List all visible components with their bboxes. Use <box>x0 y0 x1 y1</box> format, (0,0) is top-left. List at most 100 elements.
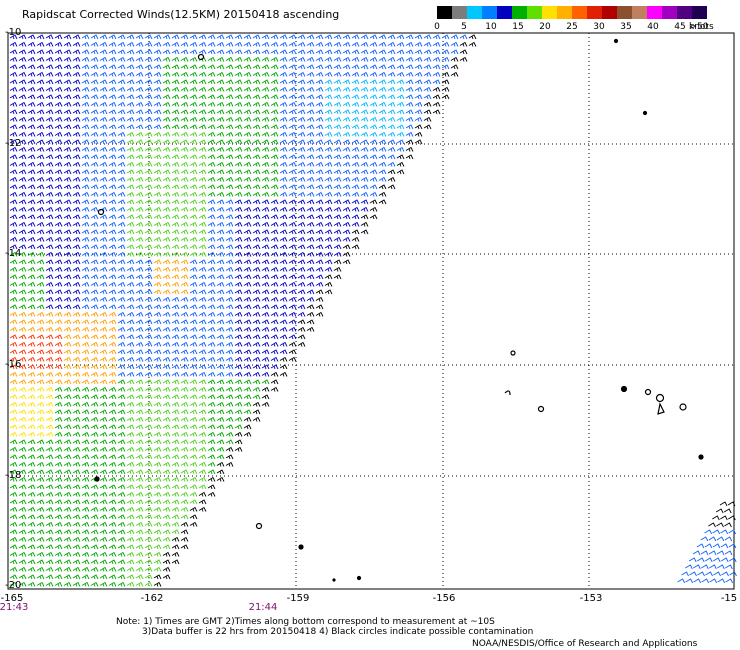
wind-barb <box>144 521 153 527</box>
wind-barb <box>9 356 18 362</box>
wind-barb <box>270 131 279 137</box>
wind-barb <box>288 139 297 145</box>
wind-barb <box>81 371 90 377</box>
wind-barb <box>261 356 270 362</box>
wind-barb <box>36 79 45 85</box>
wind-barb <box>198 229 207 235</box>
wind-barb <box>189 161 198 167</box>
wind-barb <box>342 146 351 152</box>
wind-barb <box>126 124 135 130</box>
wind-barb <box>18 184 27 190</box>
wind-barb <box>297 94 306 100</box>
wind-barb <box>27 41 36 47</box>
wind-barb <box>54 356 63 362</box>
wind-barb <box>171 274 180 280</box>
wind-barb <box>153 116 162 122</box>
wind-barb <box>81 229 90 235</box>
wind-barb <box>171 64 180 70</box>
wind-barb <box>162 454 171 460</box>
wind-barb <box>135 221 144 227</box>
wind-barb <box>108 529 117 535</box>
wind-barb <box>306 86 315 92</box>
wind-barb <box>270 214 279 220</box>
wind-barb <box>81 49 90 55</box>
wind-barb <box>315 41 324 47</box>
wind-barb <box>171 304 180 310</box>
wind-barb <box>144 424 153 430</box>
wind-barb <box>234 94 243 100</box>
wind-barb <box>252 199 261 205</box>
wind-barb <box>45 86 54 92</box>
wind-barb <box>333 244 342 250</box>
wind-barb <box>225 304 234 310</box>
wind-barb <box>90 379 99 385</box>
wind-barb <box>243 154 252 160</box>
wind-barb <box>9 446 18 452</box>
wind-barb <box>216 341 225 347</box>
wind-barb <box>171 229 180 235</box>
wind-barb <box>252 244 261 250</box>
wind-barb <box>135 161 144 167</box>
wind-barb <box>297 116 306 122</box>
wind-barb <box>324 244 333 250</box>
wind-barb <box>342 169 351 175</box>
wind-barb <box>117 124 126 130</box>
wind-barb <box>216 34 225 40</box>
wind-barb <box>108 266 117 272</box>
wind-barb <box>36 116 45 122</box>
wind-barb <box>306 146 315 152</box>
wind-barb <box>18 311 27 317</box>
wind-barb <box>63 394 72 400</box>
wind-barb <box>360 131 369 137</box>
wind-barb <box>270 139 279 145</box>
wind-barb <box>63 326 72 332</box>
wind-barb <box>270 101 279 107</box>
wind-barb <box>270 109 279 115</box>
wind-barb <box>144 349 153 355</box>
wind-barb <box>297 199 306 205</box>
wind-barb <box>171 146 180 152</box>
wind-barb <box>351 236 360 242</box>
wind-barb <box>117 214 126 220</box>
wind-barb <box>81 236 90 242</box>
wind-barb <box>396 41 405 47</box>
wind-barb <box>18 559 27 565</box>
wind-barb <box>63 499 72 505</box>
wind-barb <box>108 386 117 392</box>
wind-barb <box>99 454 108 460</box>
wind-barb <box>171 529 180 535</box>
wind-barb <box>225 146 234 152</box>
wind-barb <box>135 484 144 490</box>
wind-barb <box>63 109 72 115</box>
wind-barb <box>288 34 297 40</box>
wind-barb <box>27 206 36 212</box>
wind-barb <box>108 341 117 347</box>
wind-barb <box>288 251 297 257</box>
wind-barb <box>45 64 54 70</box>
wind-barb <box>81 514 90 520</box>
wind-barb <box>342 34 351 40</box>
wind-barb <box>360 71 369 77</box>
wind-barb <box>279 259 288 265</box>
wind-barb <box>126 304 135 310</box>
wind-barb <box>198 206 207 212</box>
wind-barb <box>9 229 18 235</box>
wind-barb <box>144 94 153 100</box>
wind-barb <box>9 34 18 40</box>
wind-barb <box>423 79 432 85</box>
wind-barb <box>252 401 261 407</box>
wind-barb <box>198 184 207 190</box>
wind-barb <box>342 41 351 47</box>
wind-barb <box>207 371 216 377</box>
wind-barb <box>99 581 108 587</box>
wind-barb <box>270 244 279 250</box>
wind-barb <box>369 41 378 47</box>
wind-barb <box>692 550 701 556</box>
wind-barb <box>90 221 99 227</box>
wind-barb <box>18 499 27 505</box>
wind-barb <box>234 326 243 332</box>
wind-barb <box>99 191 108 197</box>
wind-barb <box>45 491 54 497</box>
wind-barb <box>180 536 189 542</box>
wind-barb <box>126 41 135 47</box>
